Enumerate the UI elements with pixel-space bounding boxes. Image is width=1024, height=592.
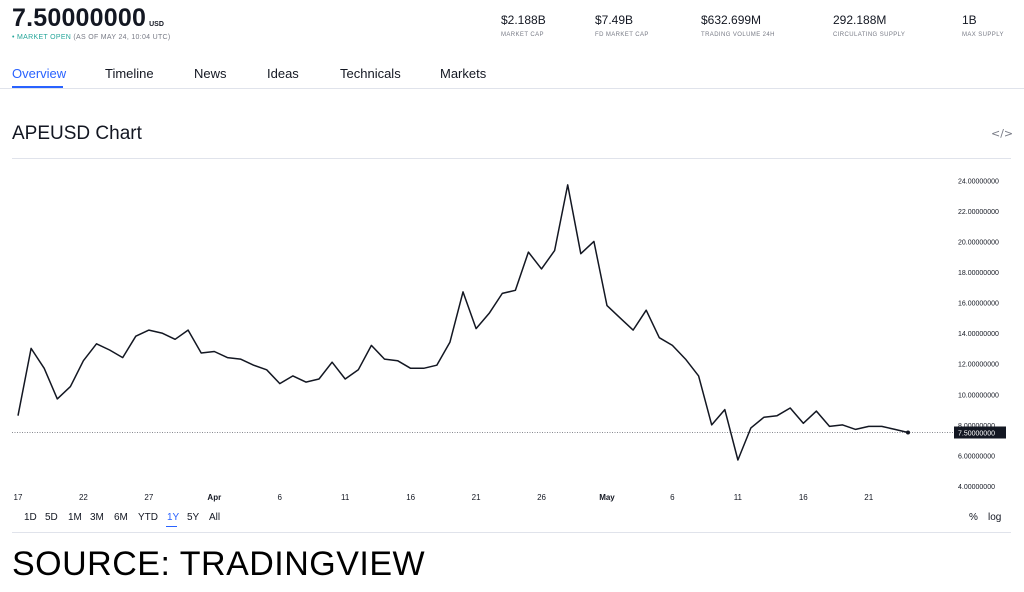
y-tick-label: 20.00000000 bbox=[958, 239, 999, 246]
last-price-marker bbox=[906, 430, 910, 435]
range-bottom-divider bbox=[12, 532, 1011, 533]
x-tick-label: 6 bbox=[670, 493, 675, 502]
last-price-tag-label: 7.50000000 bbox=[958, 431, 995, 438]
range-all[interactable]: All bbox=[209, 512, 221, 523]
stat-circulating-supply: 292.188M CIRCULATING SUPPLY bbox=[833, 13, 905, 38]
market-status-time: (AS OF MAY 24, 10:04 UTC) bbox=[73, 34, 171, 41]
range-ytd[interactable]: YTD bbox=[138, 512, 158, 523]
y-tick-label: 12.00000000 bbox=[958, 362, 999, 369]
market-open-dot: • bbox=[12, 34, 15, 41]
y-tick-label: 10.00000000 bbox=[958, 392, 999, 399]
range-selector: 1D 5D 1M 3M 6M YTD 1Y 5Y All % log bbox=[0, 512, 1024, 527]
x-tick-label: 21 bbox=[864, 493, 873, 502]
x-tick-label: 21 bbox=[472, 493, 481, 502]
stat-market-cap: $2.188B MARKET CAP bbox=[501, 13, 546, 38]
price-chart[interactable]: 4.00000000 6.00000000 8.00000000 10.0000000… bbox=[0, 160, 1024, 505]
tab-overview[interactable]: Overview bbox=[12, 66, 67, 81]
current-price: 7.50000000 bbox=[12, 4, 147, 32]
code-embed-icon[interactable]: </> bbox=[991, 127, 1014, 140]
log-scale-toggle[interactable]: log bbox=[988, 512, 1002, 523]
x-tick-label: 26 bbox=[537, 493, 546, 502]
y-tick-label: 22.00000000 bbox=[958, 209, 999, 216]
chart-title: APEUSD Chart bbox=[12, 123, 142, 144]
stat-label: FD MARKET CAP bbox=[595, 32, 649, 38]
stat-label: MARKET CAP bbox=[501, 32, 544, 38]
y-tick-label: 6.00000000 bbox=[958, 453, 995, 460]
range-1y[interactable]: 1Y bbox=[167, 512, 180, 523]
stat-max-supply: 1B MAX SUPPLY bbox=[962, 13, 1004, 38]
stat-label: CIRCULATING SUPPLY bbox=[833, 32, 906, 38]
x-tick-label: 16 bbox=[799, 493, 808, 502]
stat-value: $2.188B bbox=[501, 13, 546, 27]
x-tick-label: 17 bbox=[14, 493, 23, 502]
stat-value: 292.188M bbox=[833, 13, 887, 27]
range-1m[interactable]: 1M bbox=[68, 512, 82, 523]
x-tick-label: 27 bbox=[144, 493, 153, 502]
stat-label: MAX SUPPLY bbox=[962, 32, 1004, 38]
y-tick-label: 8.00000000 bbox=[958, 423, 995, 430]
x-tick-label: 16 bbox=[406, 493, 415, 502]
y-axis: 4.00000000 6.00000000 8.00000000 10.0000000… bbox=[954, 178, 1006, 491]
active-range-indicator bbox=[166, 526, 177, 527]
y-tick-label: 18.00000000 bbox=[958, 270, 999, 277]
x-axis: 17 22 27 Apr 6 11 16 21 26 May 6 11 16 21 bbox=[14, 493, 874, 502]
tab-technicals[interactable]: Technicals bbox=[340, 66, 401, 81]
stats-bar: $2.188B MARKET CAP $7.49B FD MARKET CAP … bbox=[0, 13, 1024, 43]
x-tick-label: 11 bbox=[734, 493, 743, 502]
tab-markets[interactable]: Markets bbox=[440, 66, 487, 81]
y-tick-label: 4.00000000 bbox=[958, 484, 995, 491]
stat-label: TRADING VOLUME 24H bbox=[701, 32, 775, 38]
price-currency: USD bbox=[149, 21, 164, 28]
stat-value: 1B bbox=[962, 13, 977, 27]
market-open-label: MARKET OPEN bbox=[17, 34, 72, 41]
range-6m[interactable]: 6M bbox=[114, 512, 128, 523]
tab-news[interactable]: News bbox=[194, 66, 227, 81]
last-price-tag bbox=[954, 426, 1006, 439]
price-row: 7.50000000 USD bbox=[12, 4, 171, 33]
range-3m[interactable]: 3M bbox=[90, 512, 104, 523]
range-1d[interactable]: 1D bbox=[24, 512, 37, 523]
x-tick-label: May bbox=[599, 493, 615, 502]
tab-timeline[interactable]: Timeline bbox=[105, 66, 154, 81]
market-status: • MARKET OPEN (AS OF MAY 24, 10:04 UTC) bbox=[12, 34, 171, 41]
plot-layer bbox=[12, 184, 954, 461]
stat-fd-market-cap: $7.49B FD MARKET CAP bbox=[595, 13, 649, 38]
x-tick-label: 6 bbox=[278, 493, 283, 502]
source-caption: SOURCE: TRADINGVIEW bbox=[12, 545, 426, 583]
x-tick-label: Apr bbox=[207, 493, 221, 502]
y-tick-label: 24.00000000 bbox=[958, 178, 999, 185]
y-tick-label: 14.00000000 bbox=[958, 331, 999, 338]
tab-ideas[interactable]: Ideas bbox=[267, 66, 299, 81]
tab-bar: Overview Timeline News Ideas Technicals … bbox=[0, 66, 1024, 89]
stat-value: $632.699M bbox=[701, 13, 762, 27]
active-tab-indicator bbox=[12, 86, 63, 88]
x-tick-label: 22 bbox=[79, 493, 88, 502]
x-tick-label: 11 bbox=[341, 493, 350, 502]
range-5y[interactable]: 5Y bbox=[187, 512, 200, 523]
y-tick-label: 16.00000000 bbox=[958, 301, 999, 308]
chart-top-divider bbox=[12, 158, 1011, 159]
stat-trading-volume: $632.699M TRADING VOLUME 24H bbox=[701, 13, 775, 38]
price-series-line bbox=[17, 184, 909, 461]
price-header: 7.50000000 USD • MARKET OPEN (AS OF MAY 2… bbox=[12, 4, 171, 41]
stat-value: $7.49B bbox=[595, 13, 634, 27]
range-5d[interactable]: 5D bbox=[45, 512, 58, 523]
percent-scale-toggle[interactable]: % bbox=[969, 512, 978, 523]
